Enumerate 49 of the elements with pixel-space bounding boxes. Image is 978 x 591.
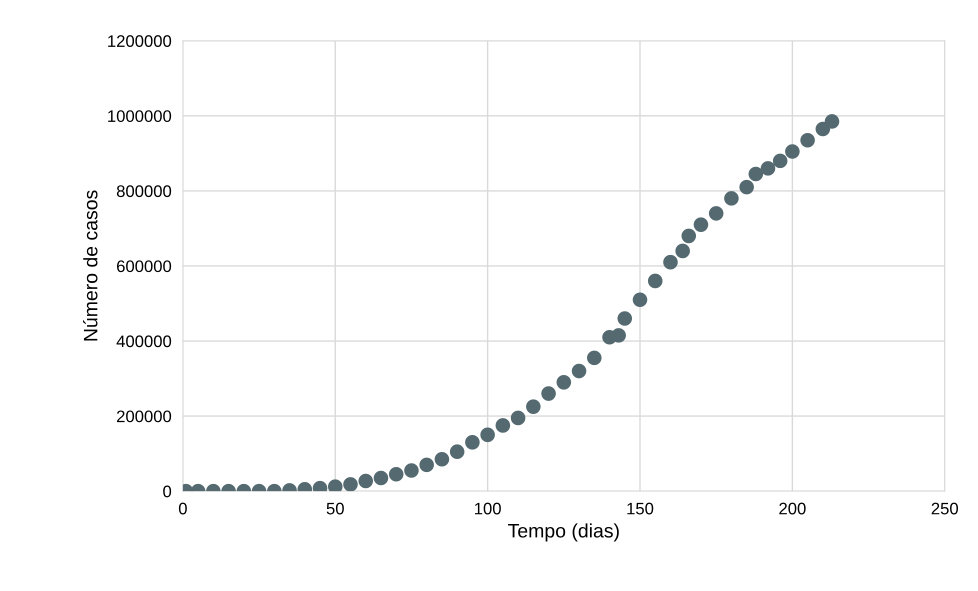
x-tick-label: 0: [178, 502, 187, 514]
x-tick-label: 150: [627, 502, 654, 514]
point: [358, 474, 374, 488]
point: [510, 410, 526, 426]
point: [556, 375, 572, 390]
point: [611, 328, 626, 343]
point: [663, 254, 678, 270]
y-tick-label: 800000: [116, 185, 172, 198]
point: [587, 350, 602, 366]
point: [739, 180, 754, 194]
point: [572, 364, 586, 378]
y-axis-title: Número de casos: [82, 190, 98, 341]
point: [404, 463, 419, 478]
point: [772, 154, 788, 168]
point: [648, 274, 663, 288]
point: [675, 244, 690, 258]
point: [785, 144, 800, 159]
x-tick-label: 50: [326, 502, 344, 514]
point: [480, 428, 495, 442]
point: [419, 458, 434, 472]
point: [760, 161, 776, 176]
y-tick-label: 0: [163, 486, 172, 498]
point: [343, 477, 358, 492]
y-tick-label: 1000000: [108, 110, 172, 122]
point: [434, 452, 450, 467]
point: [526, 399, 541, 414]
point: [824, 114, 840, 129]
point: [632, 292, 648, 308]
point: [496, 418, 510, 433]
x-tick-label: 250: [932, 502, 958, 514]
y-tick-label: 600000: [117, 260, 172, 272]
point: [450, 444, 464, 459]
x-axis-title: Tempo (dias): [508, 523, 619, 542]
point: [617, 311, 632, 326]
point: [748, 166, 764, 182]
y-tick-label: 400000: [116, 335, 172, 348]
y-tick-label: 1200000: [108, 35, 172, 47]
point: [708, 206, 724, 221]
point: [694, 217, 708, 232]
y-tick-label: 200000: [117, 410, 172, 422]
point: [541, 386, 556, 401]
point: [800, 132, 815, 148]
point: [465, 435, 480, 450]
point: [681, 228, 696, 244]
x-tick-label: 100: [475, 502, 501, 514]
point: [374, 470, 388, 486]
x-tick-label: 200: [779, 502, 806, 514]
point: [388, 466, 404, 482]
point: [724, 191, 739, 206]
